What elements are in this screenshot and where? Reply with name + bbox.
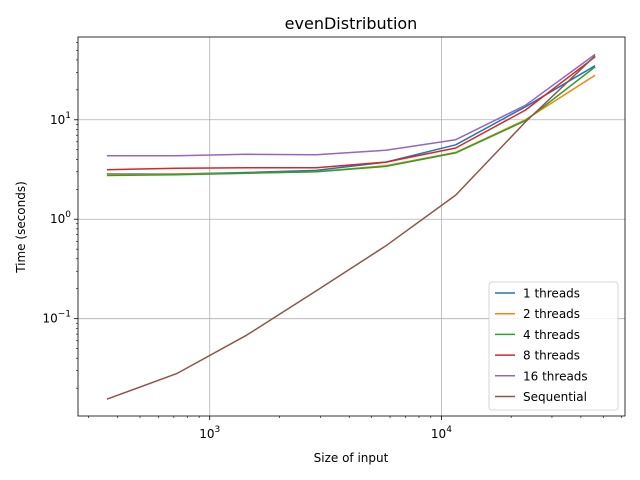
- y-tick-label: 10−1: [42, 310, 71, 326]
- legend-label: 16 threads: [523, 369, 588, 383]
- legend-box: [488, 281, 619, 411]
- series-line: [106, 53, 596, 157]
- x-tick-label: 103: [199, 425, 220, 441]
- y-tick-label: 101: [50, 111, 71, 127]
- legend: 1 threads 2 threads 4 threads 8 threads 16 t…: [488, 281, 619, 411]
- plot-frame: [77, 36, 626, 417]
- legend-label: 4 threads: [523, 328, 580, 342]
- series-line: [106, 56, 596, 171]
- legend-label: 8 threads: [523, 349, 580, 363]
- x-axis-label: Size of input: [314, 451, 389, 465]
- y-axis-label: Time (seconds): [14, 181, 28, 274]
- series-lines: [106, 53, 596, 400]
- y-axis: 10−1 100 101: [42, 42, 78, 389]
- x-tick-label: 104: [431, 425, 452, 441]
- legend-label: 2 threads: [523, 307, 580, 321]
- x-axis: 103 104: [88, 416, 623, 441]
- series-line: [106, 55, 596, 400]
- legend-label: Sequential: [523, 390, 587, 404]
- chart-title: evenDistribution: [285, 14, 418, 33]
- legend-label: 1 threads: [523, 287, 580, 301]
- series-line: [106, 66, 596, 177]
- y-tick-label: 100: [50, 210, 71, 226]
